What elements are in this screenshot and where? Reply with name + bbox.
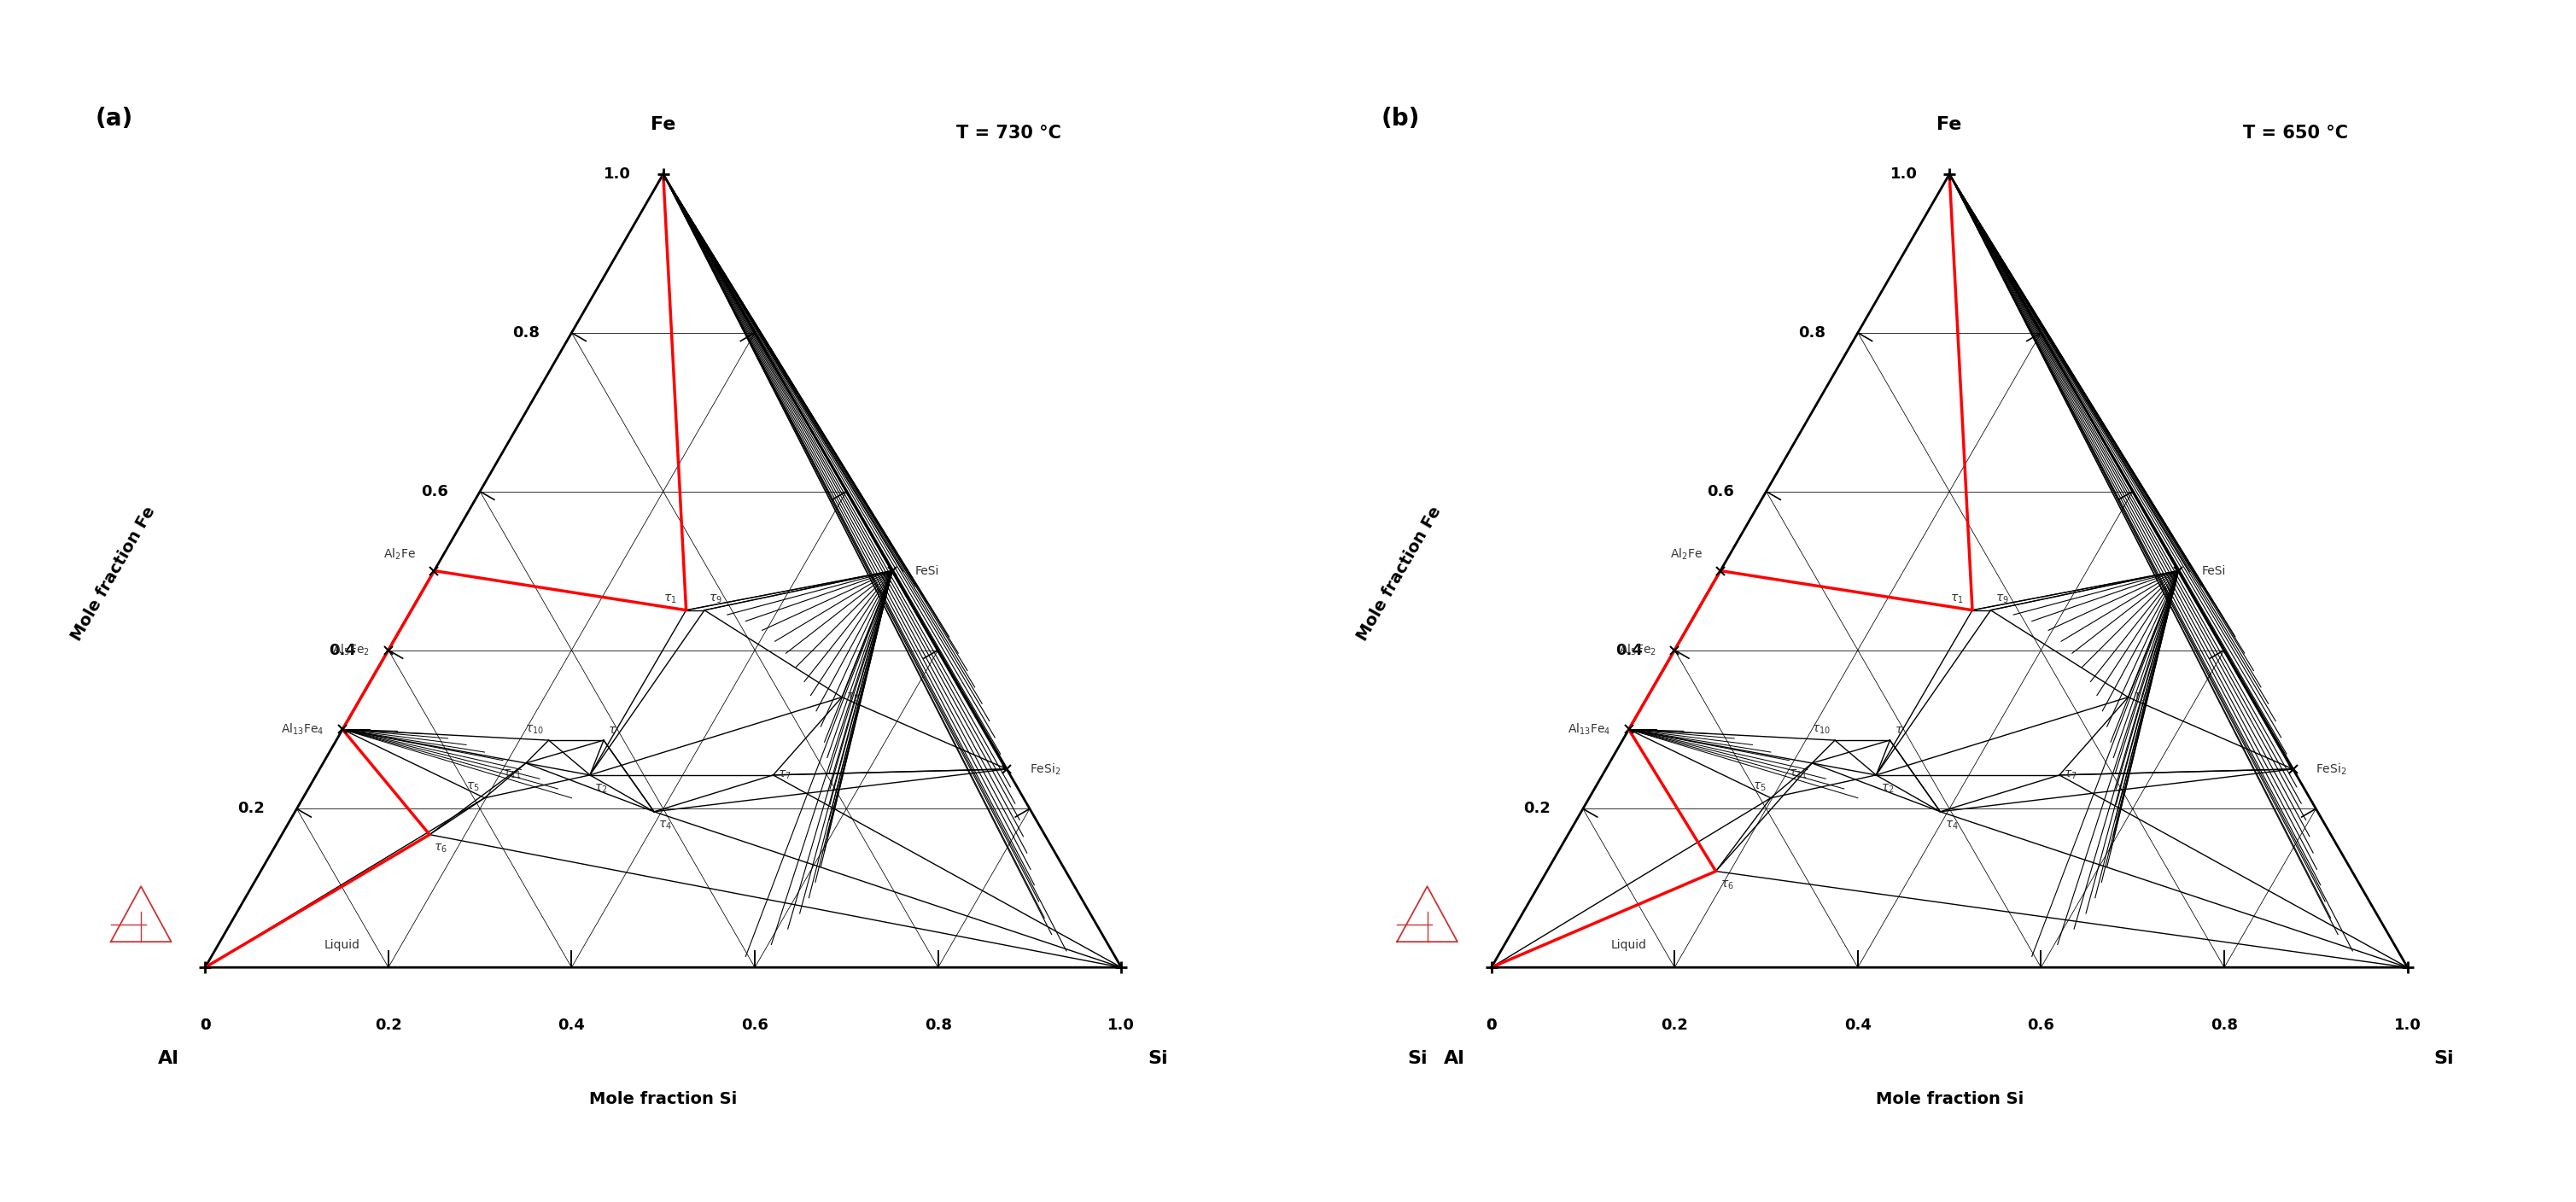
Text: 0.4: 0.4 (559, 1018, 585, 1034)
Text: 0.2: 0.2 (1662, 1018, 1687, 1034)
Text: $\tau_2$: $\tau_2$ (1880, 783, 1893, 795)
Text: Al$_5$Fe$_2$: Al$_5$Fe$_2$ (1618, 643, 1656, 657)
Text: Al$_5$Fe$_2$: Al$_5$Fe$_2$ (332, 643, 371, 657)
Text: Fe: Fe (1937, 115, 1963, 133)
Text: 0.6: 0.6 (420, 483, 448, 499)
Text: Al$_2$Fe: Al$_2$Fe (384, 547, 415, 561)
Text: 0.6: 0.6 (2027, 1018, 2056, 1034)
Text: $\tau_8$: $\tau_8$ (2133, 691, 2146, 703)
Text: $\tau_8$: $\tau_8$ (848, 691, 860, 703)
Text: Mole fraction Fe: Mole fraction Fe (1355, 504, 1445, 643)
Text: 0.8: 0.8 (925, 1018, 951, 1034)
Text: $\tau_2$: $\tau_2$ (595, 783, 608, 795)
Text: 0: 0 (201, 1018, 211, 1034)
Text: FeSi: FeSi (2202, 565, 2226, 577)
Text: Mole fraction Fe: Mole fraction Fe (70, 504, 160, 643)
Text: 0.4: 0.4 (330, 642, 355, 657)
Text: $\tau_6$: $\tau_6$ (435, 841, 448, 855)
Text: $\tau_7$: $\tau_7$ (778, 769, 791, 781)
Text: Al$_2$Fe: Al$_2$Fe (1669, 547, 1703, 561)
Text: Liquid: Liquid (325, 939, 361, 951)
Text: 0.4: 0.4 (1844, 1018, 1870, 1034)
Text: FeSi$_2$: FeSi$_2$ (1030, 762, 1061, 776)
Text: 0: 0 (1486, 1018, 1497, 1034)
Text: $\tau_5$: $\tau_5$ (1752, 781, 1767, 793)
Text: 1.0: 1.0 (1108, 1018, 1136, 1034)
Text: 0: 0 (201, 1018, 211, 1034)
Text: T = 650 °C: T = 650 °C (2244, 125, 2347, 142)
Text: T = 730 °C: T = 730 °C (956, 125, 1061, 142)
Text: $\tau_{11}$: $\tau_{11}$ (502, 768, 520, 780)
Text: (a): (a) (95, 106, 134, 130)
Text: Si: Si (2434, 1049, 2455, 1067)
Text: $\tau_{10}$: $\tau_{10}$ (1811, 724, 1832, 736)
Text: Al$_{13}$Fe$_4$: Al$_{13}$Fe$_4$ (281, 722, 325, 737)
Text: $\tau_{10}$: $\tau_{10}$ (526, 724, 544, 736)
Text: 0.4: 0.4 (1615, 642, 1643, 657)
Text: 1.0: 1.0 (603, 166, 631, 182)
Text: Al$_{13}$Fe$_4$: Al$_{13}$Fe$_4$ (1566, 722, 1610, 737)
Text: 0.8: 0.8 (2210, 1018, 2239, 1034)
Text: $\tau_1$: $\tau_1$ (1950, 594, 1963, 606)
Text: $\tau_{11}$: $\tau_{11}$ (1788, 768, 1808, 780)
Text: Si: Si (1149, 1049, 1167, 1067)
Text: $\tau_1$: $\tau_1$ (665, 594, 677, 606)
Text: Mole fraction Si: Mole fraction Si (590, 1091, 737, 1107)
Text: 0.2: 0.2 (374, 1018, 402, 1034)
Text: Liquid: Liquid (1610, 939, 1646, 951)
Text: $\tau$: $\tau$ (608, 724, 618, 736)
Text: Al: Al (157, 1049, 180, 1067)
Text: FeSi: FeSi (914, 565, 940, 577)
Text: Mole fraction Si: Mole fraction Si (1875, 1091, 2022, 1107)
Text: $\tau_6$: $\tau_6$ (1721, 879, 1734, 891)
Text: 0.6: 0.6 (1708, 483, 1734, 499)
Text: $\tau_9$: $\tau_9$ (708, 594, 721, 606)
Text: $\tau_7$: $\tau_7$ (2063, 769, 2076, 781)
Text: Si: Si (1406, 1049, 1427, 1067)
Text: $\tau_9$: $\tau_9$ (1996, 594, 2009, 606)
Text: 0.8: 0.8 (513, 325, 538, 340)
Text: Fe: Fe (652, 115, 675, 133)
Text: $\tau_4$: $\tau_4$ (659, 819, 672, 832)
Text: 0.2: 0.2 (1522, 801, 1551, 816)
Text: 0.6: 0.6 (742, 1018, 768, 1034)
Text: $\tau_4$: $\tau_4$ (1945, 819, 1958, 832)
Text: (b): (b) (1381, 106, 1419, 130)
Text: 1.0: 1.0 (2393, 1018, 2421, 1034)
Text: FeSi$_2$: FeSi$_2$ (2316, 762, 2347, 776)
Text: 1.0: 1.0 (1891, 166, 1917, 182)
Text: $\tau$: $\tau$ (1893, 724, 1904, 736)
Text: Al: Al (1445, 1049, 1466, 1067)
Text: $\tau_5$: $\tau_5$ (466, 781, 479, 793)
Text: 0: 0 (1486, 1018, 1497, 1034)
Text: 0.2: 0.2 (237, 801, 265, 816)
Text: 0.8: 0.8 (1798, 325, 1826, 340)
